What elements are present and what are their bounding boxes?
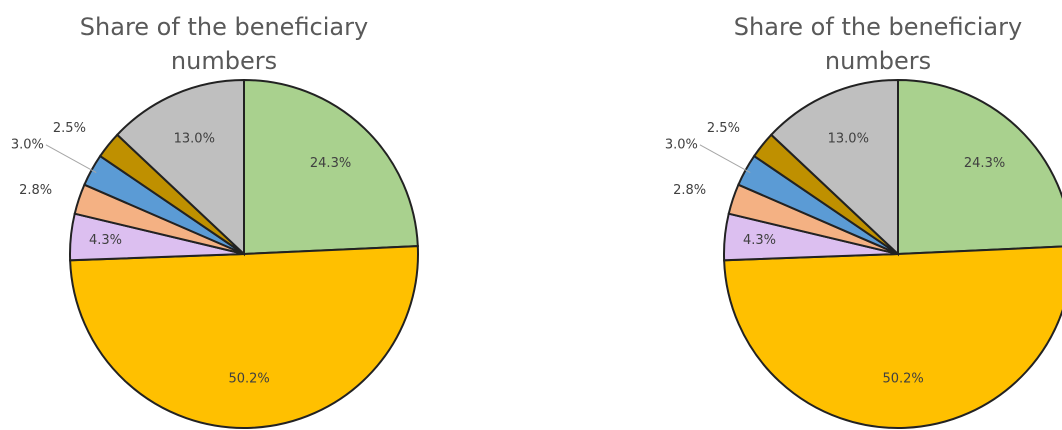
data-label: 3.0% [11,137,44,152]
pie-slice [769,78,899,257]
data-label: 2.8% [673,183,706,198]
data-label: 3.0% [665,137,698,152]
data-label: 24.3% [310,156,351,171]
data-label: 50.2% [882,372,923,387]
pie-slice [243,78,419,256]
data-label: 50.2% [228,372,269,387]
data-label: 2.5% [53,121,86,136]
pie-slice [69,245,419,429]
data-label: 13.0% [174,132,215,147]
data-label: 13.0% [828,132,869,147]
pie-slice [897,78,1062,256]
data-label: 2.8% [19,183,52,198]
data-label: 24.3% [964,156,1005,171]
data-label: 4.3% [743,233,776,248]
chart-title: Share of the beneficiary numbers [733,13,1023,75]
data-label: 2.5% [707,121,740,136]
pie-slice [723,245,1062,429]
leader-line [699,144,751,173]
leader-line [45,144,97,173]
data-label: 4.3% [89,233,122,248]
pie-slice [115,78,245,257]
chart-title: Share of the beneficiary numbers [79,13,369,75]
